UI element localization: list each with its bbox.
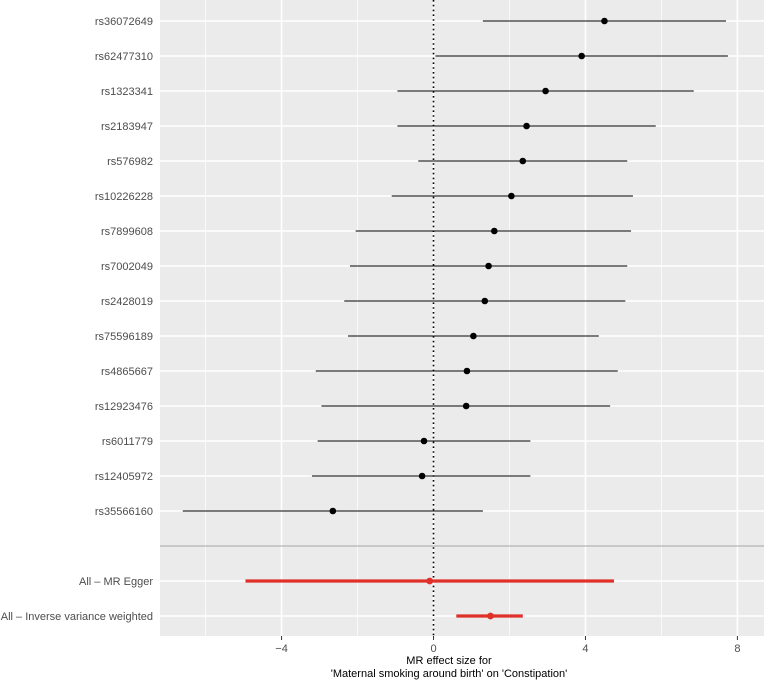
y-label-rs576982: rs576982 — [107, 156, 153, 168]
estimate-point-rs2428019 — [481, 297, 489, 305]
estimate-point-rs62477310 — [578, 52, 585, 60]
y-label-rs4865667: rs4865667 — [101, 366, 153, 378]
x-axis-title-line2: 'Maternal smoking around birth' on 'Cons… — [331, 668, 567, 680]
summary-point-0 — [426, 577, 434, 585]
x-axis-ticks: −4 0 4 8 — [275, 636, 740, 655]
estimate-point-rs576982 — [519, 157, 527, 165]
y-label-rs10226228: rs10226228 — [95, 191, 153, 203]
y-label-rs7899608: rs7899608 — [101, 226, 153, 238]
y-label-rs35566160: rs35566160 — [95, 506, 153, 518]
y-axis-labels: rs36072649 rs62477310 rs1323341 rs2183947 rs… — [1, 16, 154, 623]
y-label-rs1323341: rs1323341 — [101, 86, 153, 98]
estimate-point-rs12405972 — [418, 472, 426, 480]
estimate-point-rs1323341 — [542, 87, 549, 95]
estimate-point-rs2183947 — [523, 122, 530, 130]
y-label-rs12405972: rs12405972 — [95, 471, 153, 483]
estimate-point-rs12923476 — [462, 402, 470, 410]
y-label-rs7002049: rs7002049 — [101, 261, 153, 273]
estimate-point-rs6011779 — [420, 437, 428, 445]
x-axis-title-line1: MR effect size for — [406, 655, 492, 667]
estimate-point-rs7899608 — [490, 227, 498, 235]
y-label-rs75596189: rs75596189 — [95, 331, 153, 343]
plot-panel — [160, 0, 764, 636]
y-label-rs12923476: rs12923476 — [95, 401, 153, 413]
summary-label-0: All – MR Egger — [79, 576, 153, 588]
estimate-point-rs35566160 — [329, 507, 337, 515]
estimate-point-rs7002049 — [485, 262, 492, 270]
y-label-rs2428019: rs2428019 — [101, 296, 153, 308]
x-tick-label: 0 — [430, 643, 436, 655]
y-label-rs2183947: rs2183947 — [101, 121, 153, 133]
estimate-point-rs75596189 — [470, 332, 477, 340]
y-label-rs6011779: rs6011779 — [102, 436, 153, 448]
y-label-rs36072649: rs36072649 — [95, 16, 153, 28]
summary-label-1: All – Inverse variance weighted — [1, 611, 153, 623]
summary-point-1 — [487, 612, 494, 620]
x-tick-label: 8 — [734, 643, 740, 655]
estimate-point-rs10226228 — [508, 192, 515, 200]
estimate-point-rs4865667 — [463, 367, 471, 375]
y-label-rs62477310: rs62477310 — [95, 51, 153, 63]
estimate-point-rs36072649 — [601, 17, 608, 25]
x-tick-label: −4 — [275, 643, 288, 655]
estimate-marks — [182, 17, 728, 620]
x-tick-label: 4 — [582, 643, 588, 655]
